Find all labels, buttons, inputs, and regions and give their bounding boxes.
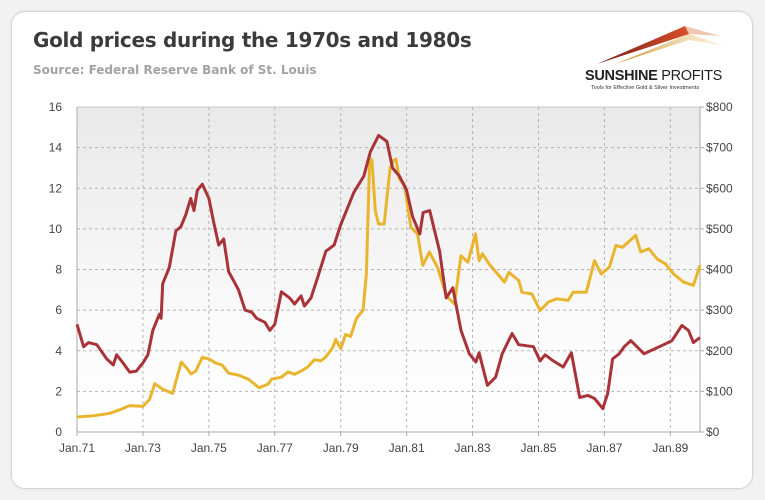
y-left-tick-label: 0: [55, 425, 62, 439]
x-tick-label: Jan.83: [455, 441, 491, 455]
x-tick-label: Jan.79: [323, 441, 359, 455]
x-tick-label: Jan.71: [59, 441, 95, 455]
x-tick-label: Jan.73: [125, 441, 161, 455]
sunshine-profits-logo-icon: [597, 26, 725, 64]
y-right-tick-label: $800: [706, 100, 733, 114]
y-right-tick-label: $700: [706, 141, 733, 155]
x-tick-label: Jan.77: [257, 441, 293, 455]
y-left-tick-label: 14: [49, 141, 63, 155]
x-tick-label: Jan.75: [191, 441, 227, 455]
logo-tagline: Tools for Effective Gold & Silver Invest…: [591, 85, 700, 91]
gold-price-series-line: [76, 155, 702, 419]
x-tick-label: Jan.81: [389, 441, 425, 455]
y-right-tick-label: $0: [706, 425, 720, 439]
logo-name: SUNSHINE PROFITS: [585, 68, 722, 84]
y-left-tick-label: 10: [49, 222, 63, 236]
y-right-tick-label: $500: [706, 222, 733, 236]
left-axis-series-line: [75, 133, 701, 411]
x-tick-label: Jan.89: [652, 441, 688, 455]
y-right-tick-label: $400: [706, 263, 733, 277]
y-left-tick-label: 6: [55, 303, 62, 317]
y-right-tick-label: $300: [706, 303, 733, 317]
chart-title: Gold prices during the 1970s and 1980s: [33, 28, 472, 52]
y-left-tick-label: 8: [55, 263, 62, 277]
y-left-tick-label: 16: [49, 100, 63, 114]
y-right-tick-label: $100: [706, 384, 733, 398]
y-left-tick-label: 2: [55, 384, 62, 398]
y-right-tick-label: $200: [706, 344, 733, 358]
x-tick-label: Jan.87: [586, 441, 622, 455]
y-left-tick-label: 12: [49, 181, 63, 195]
x-tick-label: Jan.85: [520, 441, 556, 455]
y-left-tick-label: 4: [55, 344, 62, 358]
chart-source: Source: Federal Reserve Bank of St. Loui…: [33, 63, 317, 77]
y-right-tick-label: $600: [706, 181, 733, 195]
